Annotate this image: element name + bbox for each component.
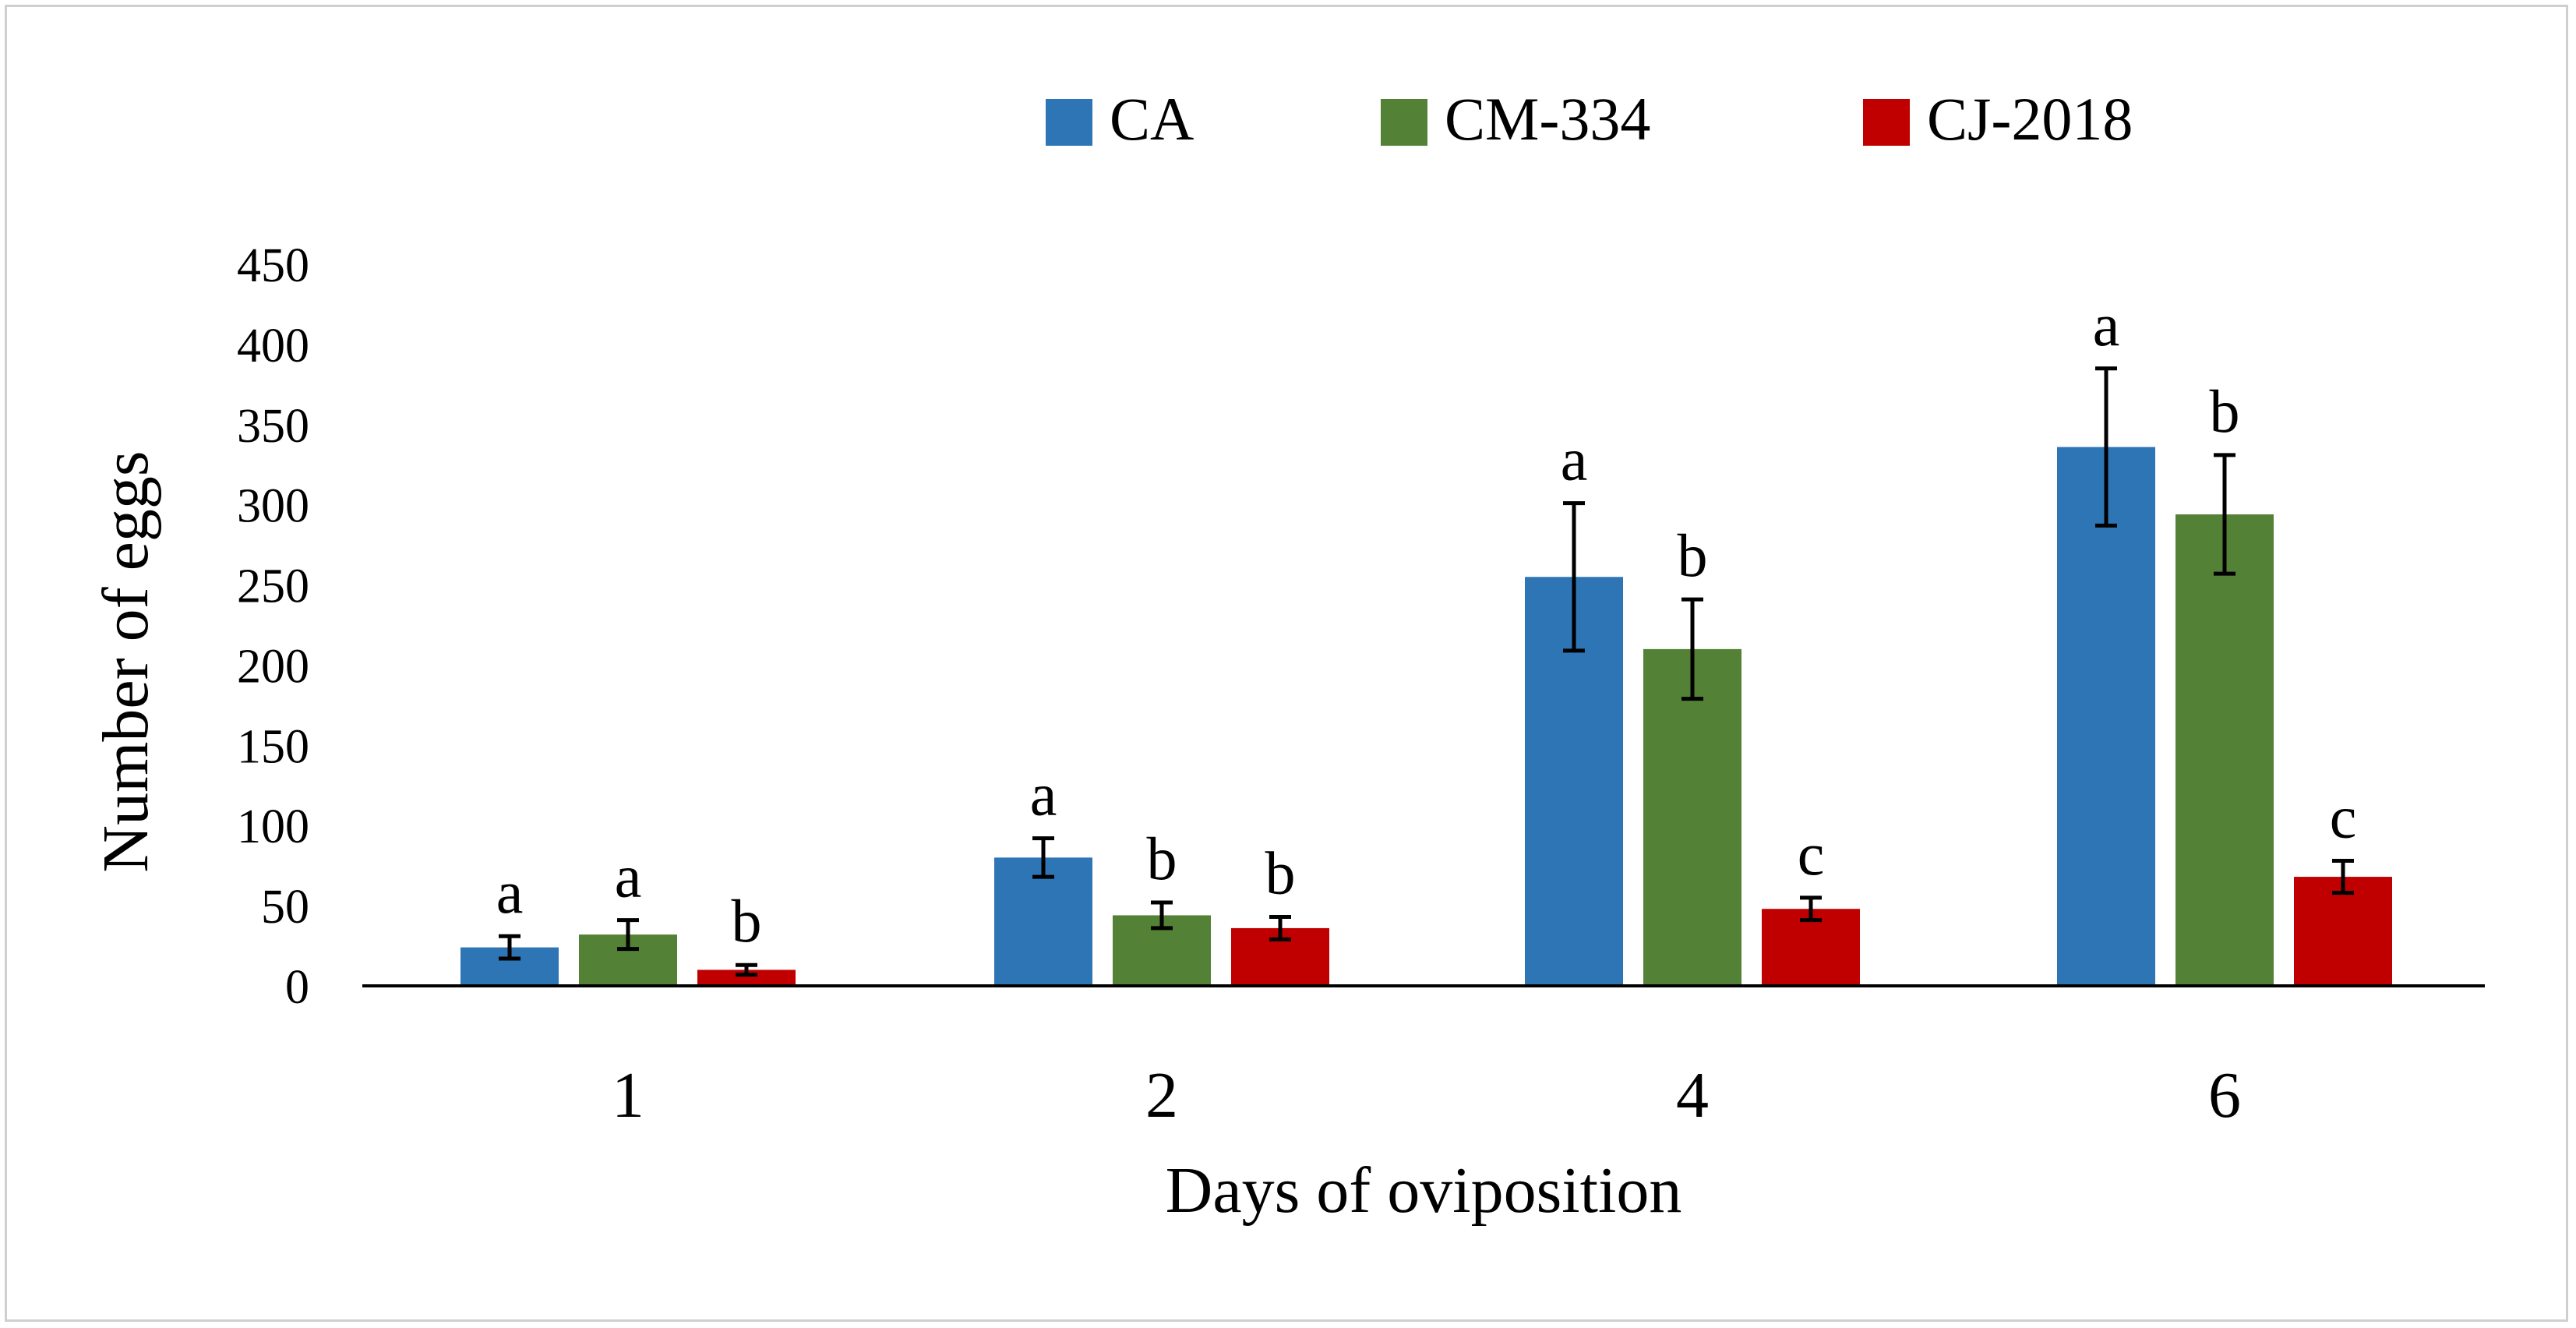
error-bar: [2214, 453, 2235, 576]
legend-item: CJ-2018: [1863, 85, 2133, 153]
significance-letter: a: [496, 858, 524, 926]
legend-label: CA: [1110, 85, 1194, 153]
legend-swatch: [1046, 99, 1092, 146]
error-bar: [1151, 900, 1173, 931]
x-tick-label: 2: [1145, 1059, 1178, 1132]
y-tick-label: 100: [237, 800, 309, 853]
error-bar: [1032, 836, 1054, 879]
significance-letter: a: [1030, 761, 1057, 828]
legend-swatch: [1381, 99, 1427, 146]
y-tick-label: 200: [237, 640, 309, 693]
chart-svg: CA CM-334 CJ-2018 0 50 100 150 200 250 300 350 400…: [90, 85, 2485, 1227]
error-bar: [2332, 858, 2354, 895]
significance-letter: b: [1678, 521, 1708, 589]
x-tick-label: 1: [612, 1059, 644, 1132]
error-bar: [1681, 597, 1703, 701]
y-axis-title: Number of eggs: [90, 450, 162, 872]
significance-letter: b: [1147, 825, 1177, 892]
bar: [2175, 514, 2274, 986]
legend-label: CM-334: [1445, 85, 1650, 153]
legend-item: CA: [1046, 85, 1194, 153]
x-axis: 1 2 4 6: [612, 1059, 2241, 1132]
significance-letter: c: [1798, 820, 1825, 888]
bar: [2294, 877, 2392, 986]
chart-frame: CA CM-334 CJ-2018 0 50 100 150 200 250 300 350 400…: [5, 5, 2568, 1322]
significance-letter: c: [2330, 782, 2357, 850]
error-bar: [736, 962, 757, 977]
bar: [994, 857, 1092, 986]
y-tick-label: 450: [237, 239, 309, 292]
y-tick-label: 300: [237, 480, 309, 533]
x-tick-label: 4: [1676, 1059, 1709, 1132]
x-tick-label: 6: [2208, 1059, 2241, 1132]
legend-label: CJ-2018: [1927, 85, 2133, 153]
y-axis: 0 50 100 150 200 250 300 350 400 450: [237, 239, 309, 1014]
y-tick-label: 350: [237, 400, 309, 453]
significance-letter: a: [615, 842, 642, 910]
y-tick-label: 50: [261, 881, 309, 934]
significance-letter: a: [1561, 426, 1588, 493]
error-bar: [499, 934, 520, 961]
significance-letter: a: [2093, 291, 2120, 358]
error-bar: [617, 918, 639, 952]
significance-letter: b: [1265, 839, 1296, 907]
y-tick-label: 250: [237, 560, 309, 613]
bar: [2057, 447, 2155, 986]
legend-swatch: [1863, 99, 1910, 146]
error-bar: [1800, 895, 1822, 923]
error-bar: [1269, 915, 1291, 941]
bar: [1643, 648, 1741, 986]
significance-letter: b: [2210, 377, 2240, 445]
bars: a a a a a b b b b b c c: [461, 291, 2392, 986]
y-tick-label: 0: [285, 961, 309, 1014]
legend: CA CM-334 CJ-2018: [1046, 85, 2133, 153]
significance-letter: b: [732, 887, 762, 955]
legend-item: CM-334: [1381, 85, 1650, 153]
error-bar: [2095, 366, 2117, 528]
error-bar: [1563, 501, 1585, 653]
bar: [697, 970, 796, 986]
y-tick-label: 400: [237, 320, 309, 373]
y-tick-label: 150: [237, 720, 309, 773]
x-axis-title: Days of oviposition: [1166, 1154, 1682, 1227]
